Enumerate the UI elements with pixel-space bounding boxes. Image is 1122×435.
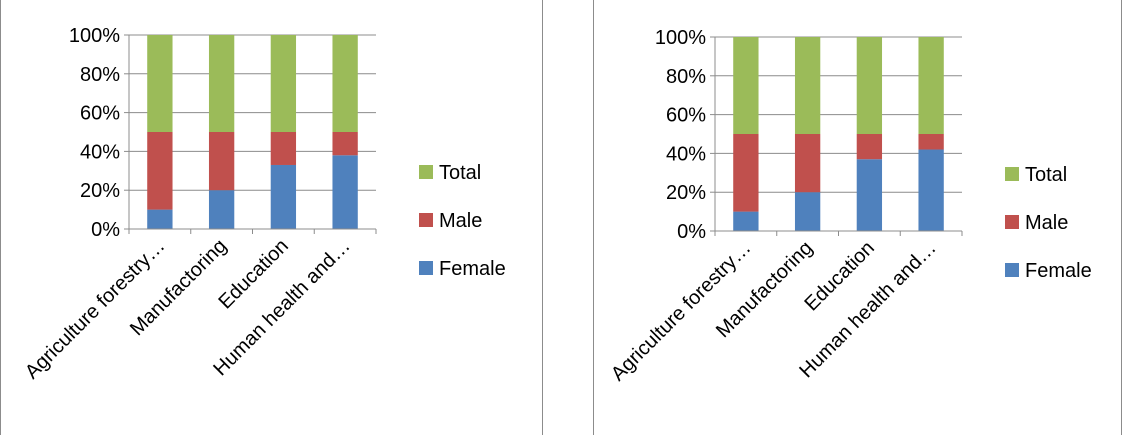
y-tick-label: 60% (666, 105, 706, 127)
y-tick-label: 100% (69, 25, 120, 47)
legend-label-male: Male (439, 210, 482, 232)
y-tick-label: 40% (80, 141, 120, 163)
bar-total-3 (270, 35, 297, 132)
legend-label-total: Total (439, 162, 481, 184)
bar-male-4 (918, 134, 944, 150)
y-tick-label: 60% (80, 103, 120, 125)
legend-swatch-female (1005, 263, 1019, 277)
y-tick-label: 20% (80, 180, 120, 202)
y-tick-label: 100% (655, 27, 706, 49)
bar-male-3 (856, 134, 883, 160)
bar-male-1 (733, 134, 759, 212)
legend-label-total: Total (1025, 164, 1067, 186)
y-tick-label: 40% (666, 143, 706, 165)
bar-female-2 (208, 190, 235, 229)
stacked-bar-chart-1: 0%20%40%60%80%100%Agriculture forestry…M… (21, 25, 506, 383)
y-tick-label: 20% (666, 182, 706, 204)
bar-total-4 (332, 35, 358, 132)
chart-1: 0% 20% 40% 60% 80% 100% Agriculture forestry… M… (0, 0, 543, 435)
y-tick-label: 80% (80, 64, 120, 86)
legend-swatch-male (419, 213, 433, 227)
legend-label-female: Female (439, 258, 506, 280)
legend-label-female: Female (1025, 260, 1092, 282)
legend-label-male: Male (1025, 212, 1068, 234)
bar-female-2 (794, 192, 821, 231)
bar-total-1 (733, 37, 759, 134)
bar-male-2 (208, 132, 235, 191)
legend-swatch-male (1005, 215, 1019, 229)
bar-female-3 (270, 164, 297, 229)
bar-total-1 (147, 35, 173, 132)
legend-swatch-total (1005, 167, 1019, 181)
y-tick-label: 0% (91, 219, 120, 241)
bar-female-1 (733, 211, 759, 231)
bar-female-3 (856, 159, 883, 231)
bar-male-1 (147, 132, 173, 210)
bar-male-4 (332, 132, 358, 156)
y-tick-label: 0% (677, 221, 706, 243)
bar-female-4 (918, 149, 944, 231)
bar-total-2 (794, 37, 821, 134)
stacked-bar-chart-2: 0%20%40%60%80%100%Agriculture forestry…M… (607, 27, 1092, 385)
bar-total-3 (856, 37, 883, 134)
bar-male-3 (270, 132, 297, 165)
chart-2: 0% 20% 40% 60% 80% 100% Agriculture forestry… M… (593, 0, 1122, 435)
y-tick-label: 80% (666, 66, 706, 88)
legend-swatch-female (419, 261, 433, 275)
bar-total-4 (918, 37, 944, 134)
bar-female-1 (147, 209, 173, 229)
bar-male-2 (794, 134, 821, 193)
bar-female-4 (332, 155, 358, 229)
legend-swatch-total (419, 165, 433, 179)
bar-total-2 (208, 35, 235, 132)
